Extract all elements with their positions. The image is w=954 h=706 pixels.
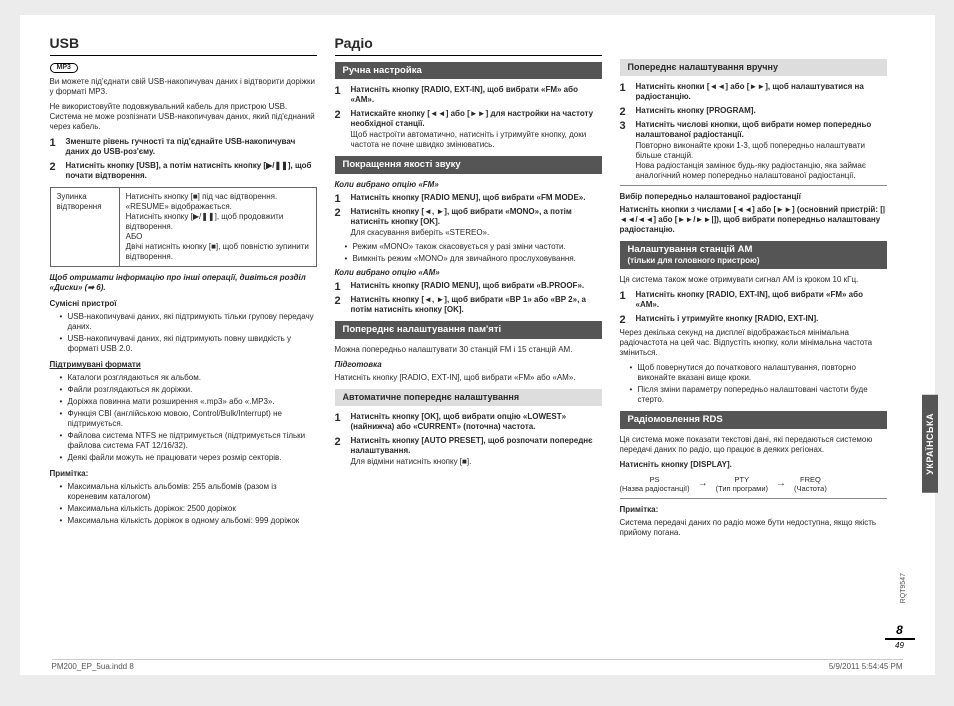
fm-note2: Вимкніть режим «MONO» для звичайного про… [345, 254, 602, 264]
fmt-b6: Деякі файли можуть не працювати через ро… [60, 453, 317, 463]
mt-step2: Натискайте кнопку [◄◄] або [►►] для наст… [335, 109, 602, 150]
select-preset-head: Вибір попередньо налаштованої радіостанц… [620, 192, 887, 202]
fmt-b2: Файли розглядаються як доріжки. [60, 385, 317, 395]
mt-step1: Натисніть кнопку [RADIO, EXT-IN], щоб ви… [335, 85, 602, 105]
auto-preset-head: Автоматичне попереднє налаштування [335, 389, 602, 406]
sound-quality-head: Покращення якості звуку [335, 156, 602, 174]
am-selected: Коли вибрано опцію «AM» [335, 268, 602, 278]
compat-b2: USB-накопичувачі даних, які підтримують … [60, 334, 317, 354]
rds-note: Система передачі даних по радіо може бут… [620, 518, 887, 538]
footer-right: 5/9/2011 5:54:45 PM [829, 662, 903, 671]
amt-step1: Натисніть кнопку [RADIO, EXT-IN], щоб ви… [620, 290, 887, 310]
rds-note-head: Примітка: [620, 505, 887, 515]
am-note2: Після зміни параметру попередньо налашто… [630, 385, 887, 405]
preset-intro: Можна попередньо налаштувати 30 станцій … [335, 345, 602, 355]
prep-head: Підготовка [335, 360, 602, 370]
rqt-code: RQT9547 [900, 573, 907, 603]
manual-tuning-head: Ручна настройка [335, 62, 602, 80]
fm-step1: Натисніть кнопку [RADIO MENU], щоб вибра… [335, 193, 602, 203]
column-radio: Радіо Ручна настройка Натисніть кнопку [… [335, 35, 602, 665]
fmt-b4: Функція CBI (англійською мовою, Control/… [60, 409, 317, 429]
compatible-devices-head: Сумісні пристрої [50, 299, 317, 309]
tbl-right: Натисніть кнопку [■] під час відтворення… [119, 188, 316, 267]
stop-playback-table: Зупинка відтворення Натисніть кнопку [■]… [50, 187, 317, 267]
usb-intro2: Не використовуйте подовжувальний кабель … [50, 102, 317, 132]
rds-intro: Ця система може показати текстові дані, … [620, 435, 887, 455]
mp-step1: Натисніть кнопки [◄◄] або [►►], щоб нала… [620, 82, 887, 102]
usb-intro1: Ви можете під'єднати свій USB-накопичува… [50, 77, 317, 97]
mp-step2: Натисніть кнопку [PROGRAM]. [620, 106, 887, 116]
auto-step1: Натисніть кнопку [OK], щоб вибрати опцію… [335, 412, 602, 432]
see-discs: Щоб отримати інформацію про інші операці… [50, 273, 317, 293]
preset-memory-head: Попереднє налаштування пам'яті [335, 321, 602, 339]
am-intro: Ця система також може отримувати сигнал … [620, 275, 887, 285]
rds-display: Натисніть кнопку [DISPLAY]. [620, 460, 887, 470]
supported-formats-head: Підтримувані формати [50, 360, 317, 370]
language-tab: УКРАЇНСЬКА [922, 395, 938, 493]
fmt-b5: Файлова система NTFS не підтримується (п… [60, 431, 317, 451]
am-step1: Натисніть кнопку [RADIO MENU], щоб вибра… [335, 281, 602, 291]
note-b3: Максимальна кількість доріжок в одному а… [60, 516, 317, 526]
select-preset-text: Натисніть кнопки з числами [◄◄] або [►►]… [620, 205, 887, 235]
fm-step2: Натисніть кнопку [◄, ►], щоб вибрати «MO… [335, 207, 602, 238]
am-step2: Натисніть кнопку [◄, ►], щоб вибрати «BP… [335, 295, 602, 315]
note-b1: Максимальна кількість альбомів: 255 альб… [60, 482, 317, 502]
note-head: Примітка: [50, 469, 317, 479]
rds-head: Радіомовлення RDS [620, 411, 887, 429]
column-usb: USB MP3 Ви можете під'єднати свій USB-на… [50, 35, 317, 665]
usb-step1: Зменште рівень гучності та під'єднайте U… [50, 137, 317, 157]
fmt-b3: Доріжка повинна мати розширення «.mp3» а… [60, 397, 317, 407]
am-note1: Щоб повернутися до початкового налаштува… [630, 363, 887, 383]
fmt-b1: Каталоги розглядаються як альбом. [60, 373, 317, 383]
column-radio2: Попереднє налаштування вручну Натисніть … [620, 35, 905, 665]
mp3-badge: MP3 [50, 63, 78, 74]
fm-selected: Коли вибрано опцію «FM» [335, 180, 602, 190]
amt-step2: Натисніть і утримуйте кнопку [RADIO, EXT… [620, 314, 887, 324]
prep-text: Натисніть кнопку [RADIO, EXT-IN], щоб ви… [335, 373, 602, 383]
usb-step2: Натисніть кнопку [USB], а потім натисніт… [50, 161, 317, 181]
am-tuning-head: Налаштування станцій AM (тільки для голо… [620, 241, 887, 269]
usb-title: USB [50, 35, 317, 53]
rds-flow: PS(Назва радіостанції) → PTY(Тип програм… [620, 475, 887, 494]
manual-preset-head: Попереднє налаштування вручну [620, 59, 887, 76]
radio-title: Радіо [335, 35, 602, 53]
note-b2: Максимальна кількість доріжок: 2500 дорі… [60, 504, 317, 514]
fm-note1: Режим «MONO» також скасовується у разі з… [345, 242, 602, 252]
page-corner: 8 49 [885, 623, 915, 650]
compat-b1: USB-накопичувачі даних, які підтримують … [60, 312, 317, 332]
footer: PM200_EP_5ua.indd 8 5/9/2011 5:54:45 PM [52, 659, 903, 671]
auto-step2: Натисніть кнопку [AUTO PRESET], щоб розп… [335, 436, 602, 467]
footer-left: PM200_EP_5ua.indd 8 [52, 662, 134, 671]
mp-step3: Натисніть числові кнопки, щоб вибрати но… [620, 120, 887, 181]
tbl-left: Зупинка відтворення [50, 188, 119, 267]
am-after: Через декілька секунд на дисплеї відобра… [620, 328, 887, 358]
